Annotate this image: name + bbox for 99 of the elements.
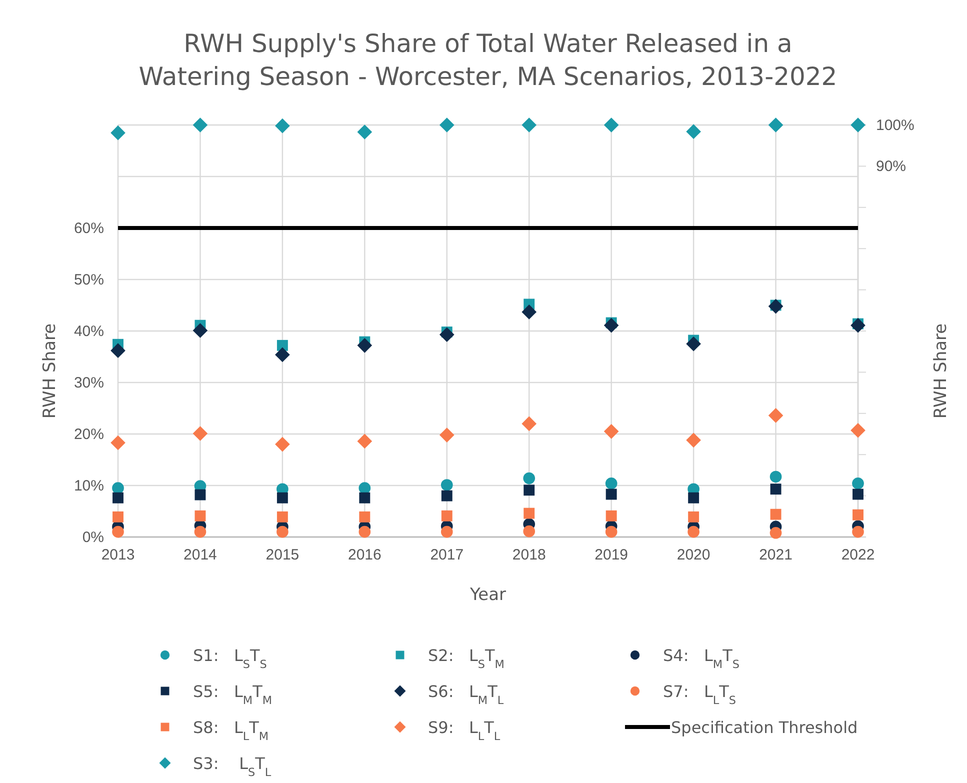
point (523, 472, 536, 484)
point (357, 434, 372, 449)
x-tick-label: 2017 (430, 546, 464, 564)
point (275, 347, 290, 362)
point (441, 510, 452, 522)
point (686, 336, 701, 352)
x-tick-label: 2014 (184, 546, 217, 564)
point (194, 510, 206, 522)
point (852, 488, 864, 500)
point (523, 525, 536, 538)
point (439, 118, 454, 132)
point (359, 511, 370, 522)
point (770, 470, 782, 483)
legend-label: Specification Threshold (671, 718, 858, 737)
point (439, 327, 454, 342)
legend-label: S2: L$_{S}$T$_{M}$ (428, 646, 504, 670)
point (770, 508, 782, 520)
point (604, 118, 619, 132)
point (441, 490, 452, 502)
y-tick-label: 10% (74, 477, 104, 494)
point (110, 125, 126, 140)
point (110, 435, 126, 450)
x-tick-label: 2022 (841, 546, 875, 564)
point (522, 304, 537, 320)
point (768, 118, 784, 132)
y2-axis-title: RWH Share (931, 323, 951, 419)
point (112, 511, 124, 522)
x-tick-label: 2016 (348, 546, 382, 564)
point (852, 478, 864, 490)
legend-label: S4: L$_{M}$T$_{S}$ (663, 646, 740, 670)
legend-label: S8: L$_{L}$T$_{M}$ (193, 718, 269, 742)
y-axis-title: RWH Share (40, 323, 60, 419)
point (275, 436, 290, 452)
point (112, 526, 124, 538)
point (358, 482, 371, 494)
chart-title: RWH Supply's Share of Total Water Released in a Watering Season - Worcester, MA Scenarios, 2013-2022 (138, 29, 838, 91)
point (688, 492, 700, 504)
point (770, 484, 782, 495)
legend-label: S6: L$_{M}$T$_{L}$ (428, 682, 504, 706)
x-tick-label: 2018 (512, 546, 546, 564)
point (604, 318, 619, 333)
x-tick-label: 2021 (759, 546, 792, 564)
point (358, 526, 371, 538)
y-tick-label: 30% (74, 374, 104, 392)
x-tick-label: 2013 (101, 546, 135, 564)
point (440, 479, 453, 491)
point (768, 298, 784, 314)
point (522, 118, 537, 132)
point (192, 323, 208, 338)
point (276, 526, 288, 538)
point (606, 510, 617, 522)
point (112, 492, 124, 504)
point (194, 526, 206, 538)
point (192, 118, 208, 132)
point (605, 478, 618, 490)
y-tick-label: 60% (74, 220, 104, 237)
point (686, 432, 701, 448)
y2-tick-label: 90% (876, 158, 906, 175)
point (194, 489, 206, 500)
point (440, 526, 453, 538)
legend-label: S1: L$_{S}$T$_{S}$ (193, 646, 267, 670)
point (357, 124, 372, 140)
point (768, 408, 784, 423)
y2-tick-label: 100% (876, 116, 914, 134)
point (688, 526, 700, 538)
point (275, 118, 290, 134)
x-tick-label: 2020 (676, 546, 710, 564)
point (359, 492, 370, 504)
point (688, 511, 700, 522)
point (604, 424, 619, 439)
point (770, 526, 782, 539)
point (439, 428, 454, 442)
x-tick-label: 2019 (594, 546, 628, 564)
point (850, 118, 866, 132)
point (852, 509, 864, 520)
point (522, 416, 537, 432)
x-tick-label: 2015 (266, 546, 300, 564)
legend-label: S9: L$_{L}$T$_{L}$ (428, 718, 501, 742)
y-tick-label: 50% (74, 271, 104, 288)
point (276, 492, 288, 504)
point (112, 482, 124, 494)
point (852, 526, 864, 538)
point (110, 343, 126, 358)
point (276, 511, 288, 522)
y-tick-label: 0% (82, 528, 104, 546)
point (850, 422, 866, 438)
point (606, 488, 617, 500)
y-tick-label: 40% (74, 322, 104, 340)
x-axis-title: Year (469, 585, 506, 605)
legend-label: S3: L$_{S}$T$_{L}$ (193, 754, 272, 778)
point (524, 484, 535, 496)
point (524, 508, 535, 519)
point (605, 526, 618, 538)
legend-label: S5: L$_{M}$T$_{M}$ (193, 682, 272, 706)
point (686, 124, 701, 140)
legend-label: S7: L$_{L}$T$_{S}$ (663, 682, 736, 706)
y-tick-label: 20% (74, 426, 104, 443)
point (357, 338, 372, 353)
point (192, 426, 208, 441)
